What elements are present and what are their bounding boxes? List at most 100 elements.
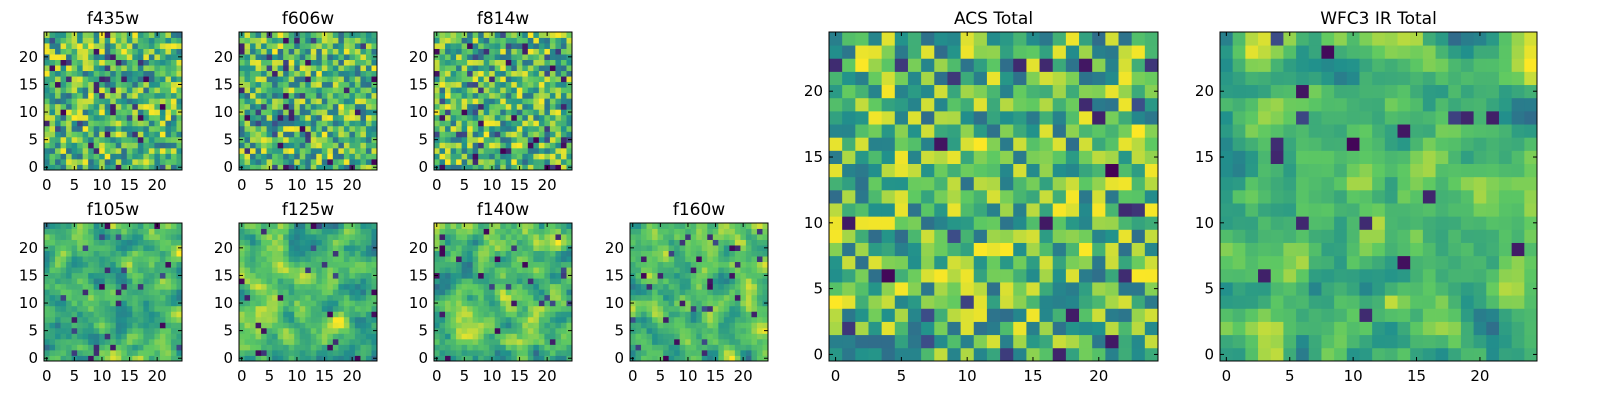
heatmap-cell	[489, 278, 496, 285]
heatmap-cell	[354, 234, 361, 240]
heatmap-cell	[1144, 189, 1159, 204]
heatmap-cell	[88, 272, 95, 279]
heatmap-cell	[560, 114, 567, 121]
heatmap-cell	[110, 300, 117, 307]
heatmap-cell	[740, 333, 747, 340]
heatmap-cell	[489, 239, 496, 246]
heatmap-cell	[244, 59, 251, 66]
heatmap-cell	[104, 87, 111, 94]
heatmap-cell	[701, 322, 708, 329]
heatmap-cell	[365, 98, 372, 105]
heatmap-cell	[527, 234, 534, 240]
heatmap-cell	[1000, 282, 1014, 296]
heatmap-cell	[635, 234, 642, 240]
heatmap-cell	[60, 327, 67, 334]
heatmap-cell	[723, 294, 730, 301]
heatmap-cell	[533, 114, 540, 121]
heatmap-cell	[299, 164, 306, 171]
heatmap-cell	[472, 32, 479, 38]
x-tick-label: 5	[460, 176, 470, 194]
heatmap-cell	[310, 76, 317, 83]
heatmap-cell	[115, 300, 122, 307]
heatmap-cell	[332, 256, 339, 263]
heatmap-cell	[261, 70, 267, 77]
heatmap-cell	[44, 147, 50, 154]
heatmap-cell	[371, 142, 378, 149]
heatmap-cell	[294, 87, 301, 94]
heatmap-cell	[500, 349, 507, 356]
heatmap-cell	[657, 327, 664, 334]
heatmap-cell	[646, 234, 653, 240]
heatmap-cell	[439, 223, 446, 229]
heatmap-cell	[66, 70, 72, 77]
heatmap-cell	[434, 70, 440, 77]
heatmap-cell	[973, 242, 988, 257]
heatmap-cell	[663, 245, 670, 251]
heatmap-cell	[55, 125, 61, 132]
heatmap-cell	[555, 125, 562, 132]
heatmap-cell	[82, 349, 89, 356]
heatmap-cell	[533, 54, 540, 60]
heatmap-cell	[354, 239, 361, 246]
heatmap-cell	[522, 76, 529, 83]
heatmap-cell	[288, 338, 295, 345]
heatmap-cell	[82, 114, 89, 121]
heatmap-cell	[71, 131, 78, 138]
heatmap-cell	[66, 228, 72, 235]
heatmap-cell	[239, 65, 245, 72]
heatmap-cell	[255, 294, 262, 301]
heatmap-cell	[456, 136, 462, 143]
heatmap-cell	[707, 327, 714, 334]
heatmap-cell	[332, 81, 339, 88]
heatmap-cell	[646, 333, 653, 340]
heatmap-cell	[560, 120, 567, 127]
heatmap-cell	[343, 109, 350, 116]
heatmap-cell	[354, 103, 361, 110]
heatmap-cell	[55, 43, 61, 49]
heatmap-cell	[316, 131, 323, 138]
heatmap-cell	[734, 228, 741, 235]
heatmap-cell	[635, 294, 642, 301]
heatmap-cell	[49, 311, 56, 318]
heatmap-cell	[110, 164, 117, 171]
heatmap-cell	[483, 322, 490, 329]
heatmap-cell	[44, 338, 50, 345]
heatmap-cell	[690, 322, 697, 329]
heatmap-cell	[327, 136, 334, 143]
heatmap-cell	[483, 92, 490, 99]
heatmap-cell	[277, 37, 284, 44]
heatmap-cell	[332, 250, 339, 257]
heatmap-cell	[316, 305, 323, 312]
heatmap-cell	[115, 158, 122, 165]
heatmap-cell	[652, 250, 658, 257]
heatmap-cell	[316, 316, 323, 323]
heatmap-cell	[674, 267, 681, 274]
heatmap-cell	[434, 92, 440, 99]
heatmap-cell	[170, 70, 177, 77]
heatmap-cell	[445, 131, 451, 138]
heatmap-cell	[354, 344, 361, 351]
heatmap-cell	[365, 43, 372, 49]
heatmap-cell	[121, 338, 128, 345]
heatmap-cell	[159, 289, 166, 296]
heatmap-cell	[707, 338, 714, 345]
heatmap-cell	[646, 256, 653, 263]
heatmap-cell	[170, 223, 177, 229]
heatmap-cell	[657, 289, 664, 296]
heatmap-cell	[261, 300, 267, 307]
heatmap-cell	[82, 76, 89, 83]
heatmap-cell	[360, 48, 367, 55]
heatmap-cell	[533, 267, 540, 274]
heatmap-cell	[165, 37, 172, 44]
heatmap-cell	[310, 278, 317, 285]
heatmap-cell	[288, 239, 295, 246]
heatmap-cell	[143, 131, 150, 138]
heatmap-cell	[1105, 176, 1119, 191]
heatmap-cell	[132, 59, 139, 66]
heatmap-cell	[472, 70, 479, 77]
heatmap-cell	[77, 239, 84, 246]
heatmap-cell	[104, 349, 111, 356]
heatmap-cell	[126, 87, 133, 94]
heatmap-cell	[1079, 163, 1093, 178]
heatmap-cell	[1065, 203, 1080, 217]
